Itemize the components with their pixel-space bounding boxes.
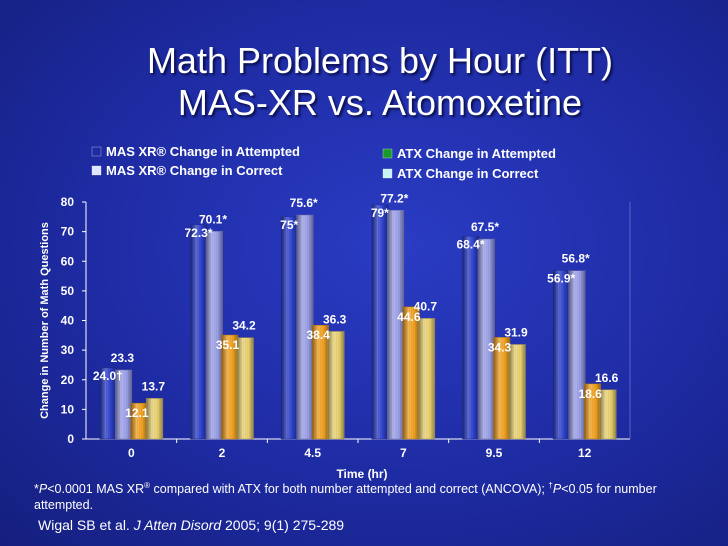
legend-swatch	[382, 168, 393, 179]
y-tick-label: 40	[61, 314, 75, 328]
data-label: 75.6*	[290, 196, 318, 210]
bar	[311, 324, 329, 440]
data-label: 72.3*	[184, 226, 212, 240]
citation-authors: Wigal SB et al.	[38, 517, 134, 533]
data-label: 40.7	[414, 299, 438, 313]
bar	[477, 238, 495, 440]
data-label: 70.1*	[199, 212, 227, 226]
data-label: 35.1	[216, 338, 240, 352]
footnote-text-3: <0.05 for number attempted.	[34, 482, 657, 513]
citation-journal: J Atten Disord	[133, 517, 222, 533]
footnote-text-2: compared with ATX for both number attemp…	[150, 482, 549, 497]
bar	[418, 318, 436, 440]
bar	[190, 224, 208, 440]
legend-swatch	[91, 165, 102, 176]
legend-swatch	[91, 146, 102, 157]
data-label: 24.0†	[93, 369, 123, 383]
data-label: 34.2	[232, 319, 256, 333]
bar	[371, 204, 389, 440]
y-tick-label: 80	[61, 195, 75, 209]
data-label: 18.6	[578, 387, 602, 401]
data-label: 36.3	[323, 312, 347, 326]
data-label: 79*	[371, 206, 389, 220]
data-label: 16.6	[595, 371, 619, 385]
bar	[327, 331, 345, 440]
data-label: 23.3	[111, 351, 135, 365]
x-tick-label: 2	[219, 446, 226, 460]
citation-details: 2005; 9(1) 275-289	[221, 517, 345, 533]
data-label: 68.4*	[456, 237, 484, 251]
x-tick-label: 0	[128, 446, 135, 460]
legend-label: MAS XR® Change in Correct	[106, 163, 283, 178]
legend-label: ATX Change in Correct	[397, 166, 539, 181]
y-tick-label: 50	[61, 284, 75, 298]
x-tick-label: 7	[400, 446, 407, 460]
slide-title: Math Problems by Hour (ITT) MAS-XR vs. A…	[40, 40, 720, 124]
data-label: 67.5*	[471, 220, 499, 234]
data-label: 12.1	[125, 406, 149, 420]
citation: Wigal SB et al. J Atten Disord 2005; 9(1…	[38, 517, 344, 533]
bar	[146, 398, 164, 440]
bar	[236, 337, 254, 440]
x-tick-label: 4.5	[304, 446, 321, 460]
footnote-registered: ®	[144, 481, 151, 490]
bar	[296, 214, 314, 440]
data-label: 38.4	[306, 328, 330, 342]
bar	[205, 231, 223, 440]
footnote-p2: P	[552, 482, 562, 497]
bar	[568, 270, 586, 440]
footnote-star: *	[34, 482, 39, 497]
bar	[508, 344, 526, 440]
y-tick-label: 0	[67, 432, 74, 446]
data-label: 44.6	[397, 310, 421, 324]
x-tick-label: 12	[578, 446, 592, 460]
data-label: 75*	[280, 218, 298, 232]
bar	[387, 210, 405, 440]
y-tick-label: 60	[61, 254, 75, 268]
footnote-p1: P	[38, 482, 48, 497]
y-axis-title: Change in Number of Math Questions	[39, 222, 51, 419]
data-label: 77.2*	[380, 191, 408, 205]
footnote: *P<0.0001 MAS XR® compared with ATX for …	[34, 478, 704, 513]
data-label: 34.3	[488, 340, 512, 354]
data-label: 56.8*	[562, 252, 590, 266]
y-tick-label: 20	[61, 373, 75, 387]
footnote-dagger: †	[548, 481, 553, 490]
bar	[280, 216, 298, 440]
data-label: 56.9*	[547, 271, 575, 285]
data-label: 13.7	[142, 379, 166, 393]
bar	[462, 236, 480, 440]
x-tick-label: 9.5	[486, 446, 503, 460]
bar	[552, 270, 570, 440]
legend-label: MAS XR® Change in Attempted	[106, 144, 300, 159]
title-line-1: Math Problems by Hour (ITT)	[146, 40, 614, 81]
y-tick-label: 10	[61, 402, 75, 416]
footnote-text-1: <0.0001 MAS XR	[47, 482, 145, 497]
legend-label: ATX Change in Attempted	[397, 146, 556, 161]
y-tick-label: 30	[61, 343, 75, 357]
bar	[599, 389, 617, 440]
y-tick-label: 70	[61, 225, 75, 239]
data-label: 31.9	[504, 325, 528, 339]
x-axis-title: Time (hr)	[336, 467, 387, 481]
legend-swatch	[382, 148, 393, 159]
bar	[402, 306, 420, 440]
title-line-2: MAS-XR vs. Atomoxetine	[177, 82, 583, 123]
